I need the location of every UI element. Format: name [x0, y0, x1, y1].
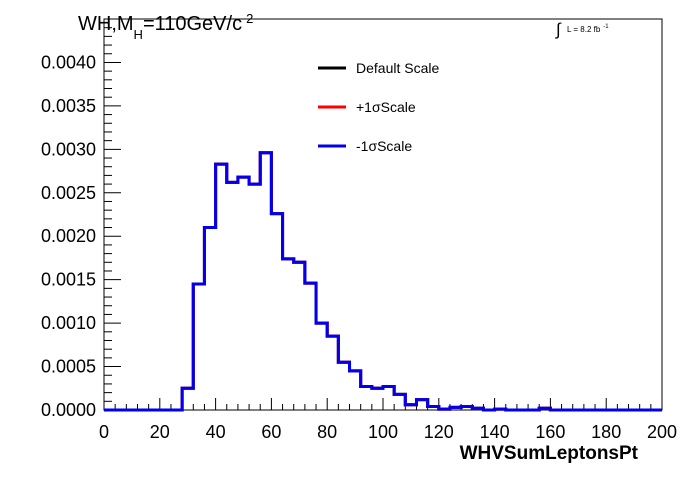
x-tick-label: 60 [261, 422, 281, 442]
x-tick-label: 20 [150, 422, 170, 442]
legend: Default Scale +1σScale -1σScale [318, 60, 439, 154]
x-tick-label: 80 [317, 422, 337, 442]
x-tick-label: 160 [535, 422, 565, 442]
x-tick-label: 100 [368, 422, 398, 442]
y-tick-label: 0.0030 [41, 139, 96, 159]
x-tick-label: 200 [647, 422, 677, 442]
integral-symbol: ∫ [555, 20, 562, 39]
y-tick-label: 0.0020 [41, 226, 96, 246]
x-tick-label: 180 [591, 422, 621, 442]
y-tick-label: 0.0005 [41, 357, 96, 377]
legend-label: Default Scale [356, 60, 439, 76]
x-tick-label: 0 [99, 422, 109, 442]
y-tick-label: 0.0035 [41, 96, 96, 116]
y-tick-label: 0.0010 [41, 313, 96, 333]
x-axis-label: WHVSumLeptonsPt [460, 443, 639, 464]
series-layer [104, 151, 662, 412]
y-tick-label: 0.0040 [41, 52, 96, 72]
axes: 0 20 40 60 80 100 120 140 160 180 200 0.0000 0.0005 0… [41, 18, 677, 442]
x-tick-label: 140 [480, 422, 510, 442]
x-tick-label: 120 [424, 422, 454, 442]
luminosity-text: L = 8.2 fb -1 [567, 24, 609, 34]
legend-label: +1σScale [356, 99, 416, 115]
y-tick-label: 0.0015 [41, 270, 96, 290]
y-tick-label: 0.0025 [41, 183, 96, 203]
series-line-3 [104, 151, 662, 412]
legend-label: -1σScale [356, 138, 412, 154]
y-tick-label: 0.0000 [41, 400, 96, 420]
luminosity-label: ∫ L = 8.2 fb -1 [555, 20, 609, 39]
x-tick-label: 40 [206, 422, 226, 442]
